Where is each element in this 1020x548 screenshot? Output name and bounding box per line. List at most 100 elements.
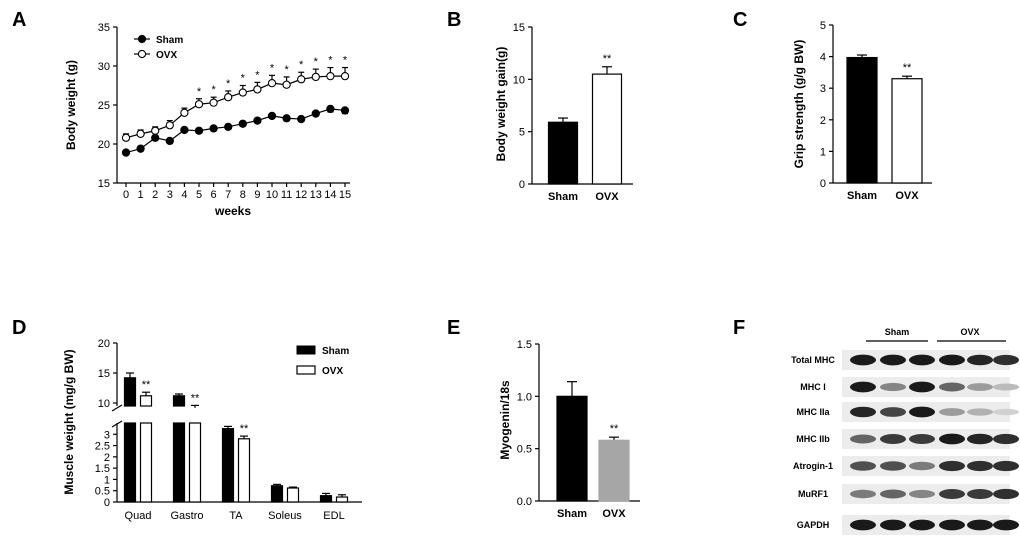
chart-a-point-sham bbox=[238, 119, 247, 128]
chart-d-ytick-label: 15 bbox=[98, 368, 110, 380]
chart-a-point-ovx bbox=[253, 85, 262, 94]
panel-label-b: B bbox=[447, 9, 461, 31]
chart-d-ytick-label: 20 bbox=[98, 338, 110, 350]
blot-band bbox=[967, 383, 993, 391]
blot-band bbox=[939, 433, 965, 445]
chart-a-significance-mark: * bbox=[241, 73, 246, 85]
legend-sham-label: Sham bbox=[156, 35, 183, 46]
chart-d-bar-gastro-ovx-break-gap bbox=[188, 408, 202, 421]
blot-band bbox=[850, 354, 876, 366]
chart-a-ytick-label: 15 bbox=[98, 178, 110, 190]
legend-d-sham-label: Sham bbox=[322, 346, 349, 357]
chart-a-point-sham bbox=[267, 111, 277, 121]
chart-d-bar-quad-sham-lower bbox=[123, 422, 137, 503]
chart-a-xtick-label: 8 bbox=[240, 189, 246, 201]
panel-label-c: C bbox=[733, 9, 747, 31]
blot-band bbox=[939, 408, 965, 416]
blot-band bbox=[909, 461, 935, 471]
panel-label-a: A bbox=[12, 9, 26, 31]
chart-a-point-sham bbox=[151, 133, 160, 142]
blot-band bbox=[880, 382, 906, 392]
blot-group-sham: Sham bbox=[885, 327, 910, 337]
chart-d-ytick-label: 0.5 bbox=[95, 486, 110, 498]
chart-a-ytick-label: 30 bbox=[98, 61, 110, 73]
chartE-ytick-label: 1.5 bbox=[517, 339, 532, 351]
chartC-ytick-label: 5 bbox=[820, 20, 826, 32]
blot-band bbox=[967, 433, 993, 445]
chart-a-point-ovx bbox=[267, 79, 277, 88]
chart-a-point-ovx bbox=[121, 133, 131, 142]
blot-row-label: MuRF1 bbox=[798, 489, 828, 499]
blot-band bbox=[967, 489, 993, 499]
chartE-ytick-label: 0.0 bbox=[517, 496, 532, 508]
chart-a-point-sham bbox=[311, 109, 320, 118]
chart-d-bar-quad-sham-break-gap bbox=[123, 408, 137, 421]
panel-label-d: D bbox=[12, 317, 26, 339]
chart-d-bar-ta-sham bbox=[221, 428, 235, 503]
chart-a-xtick-label: 10 bbox=[266, 189, 278, 201]
blot-band bbox=[967, 354, 993, 366]
blot-band bbox=[993, 408, 1019, 416]
chart-a-xtick-label: 2 bbox=[152, 189, 158, 201]
chart-a-point-ovx bbox=[297, 75, 306, 84]
chartE-category-label: Sham bbox=[557, 508, 587, 520]
chart-d-bar-soleus-sham bbox=[270, 485, 284, 503]
chart-a-xtick-label: 3 bbox=[167, 189, 173, 201]
chart-d-significance: ** bbox=[191, 392, 200, 404]
chart-a-line-sham bbox=[125, 108, 346, 154]
blot-band bbox=[939, 382, 965, 392]
chart-a-xtick-label: 4 bbox=[181, 189, 187, 201]
chartC-bar-sham bbox=[846, 56, 878, 184]
chart-d-bar-quad-ovx-break-gap bbox=[139, 408, 153, 421]
blot-band bbox=[880, 519, 906, 531]
chart-a-point-sham bbox=[121, 148, 131, 157]
chart-a-point-sham bbox=[165, 136, 174, 146]
chart-a-significance-mark: * bbox=[211, 84, 216, 96]
blot-band bbox=[880, 434, 906, 444]
blot-band bbox=[939, 460, 965, 472]
chart-c-grip-strength: Grip strength (g/g BW) 0 1 2 3 4 5 Sham OVX ** bbox=[792, 20, 932, 202]
chart-a-significance-mark: * bbox=[270, 62, 275, 74]
chart-d-bar-quad-ovx-lower bbox=[139, 422, 153, 503]
chartC-category-label: OVX bbox=[895, 190, 919, 202]
chartE-ytick-label: 0.5 bbox=[517, 444, 532, 456]
chart-d-ytick-label: 1 bbox=[104, 474, 110, 486]
chart-d-bar-soleus-ovx bbox=[286, 487, 300, 503]
chart-a-significance-mark: * bbox=[299, 59, 304, 71]
chart-a-point-sham bbox=[282, 114, 291, 123]
chart-d-bar-edl-ovx bbox=[335, 496, 349, 503]
blot-band bbox=[850, 381, 876, 393]
chart-a-significance-mark: * bbox=[328, 55, 333, 67]
chartE-ytick-label: 1.0 bbox=[517, 391, 532, 403]
chart-a-xlabel: weeks bbox=[214, 204, 251, 218]
chartC-category-label: Sham bbox=[847, 190, 877, 202]
chart-a-significance-mark: * bbox=[343, 55, 348, 67]
blot-band bbox=[993, 519, 1019, 531]
blot-row-label: MHC IIb bbox=[796, 434, 830, 444]
panel-label-f: F bbox=[733, 317, 745, 339]
chart-a-point-ovx bbox=[136, 129, 145, 139]
chart-d-category-label: EDL bbox=[323, 510, 344, 522]
chartC-ytick-label: 3 bbox=[820, 83, 826, 95]
chart-a-point-ovx bbox=[224, 93, 233, 102]
chart-a-ylabel: Body weight (g) bbox=[64, 60, 78, 150]
chart-a-xtick-label: 15 bbox=[339, 189, 351, 201]
chart-a-point-sham bbox=[180, 125, 189, 135]
chart-d-bar-gastro-ovx-lower bbox=[188, 422, 202, 503]
legend-ovx-label: OVX bbox=[156, 50, 177, 61]
blot-band bbox=[939, 519, 965, 531]
blot-band bbox=[967, 519, 993, 531]
blot-band bbox=[909, 354, 935, 366]
blot-band bbox=[850, 489, 876, 499]
chart-d-axis-break-mark bbox=[111, 404, 123, 412]
legend-sham-marker bbox=[137, 34, 147, 44]
blot-band bbox=[993, 383, 1019, 391]
chart-a-body-weight: Body weight (g) weeks Sham OVX 152025303… bbox=[64, 22, 351, 218]
chart-a-xtick-label: 1 bbox=[138, 189, 144, 201]
chart-d-category-label: TA bbox=[229, 510, 243, 522]
chart-a-point-ovx bbox=[282, 80, 291, 89]
blot-band bbox=[880, 354, 906, 366]
legend-d-sham-swatch bbox=[296, 345, 316, 355]
chart-a-xtick-label: 12 bbox=[295, 189, 307, 201]
chart-a-point-sham bbox=[326, 104, 335, 114]
